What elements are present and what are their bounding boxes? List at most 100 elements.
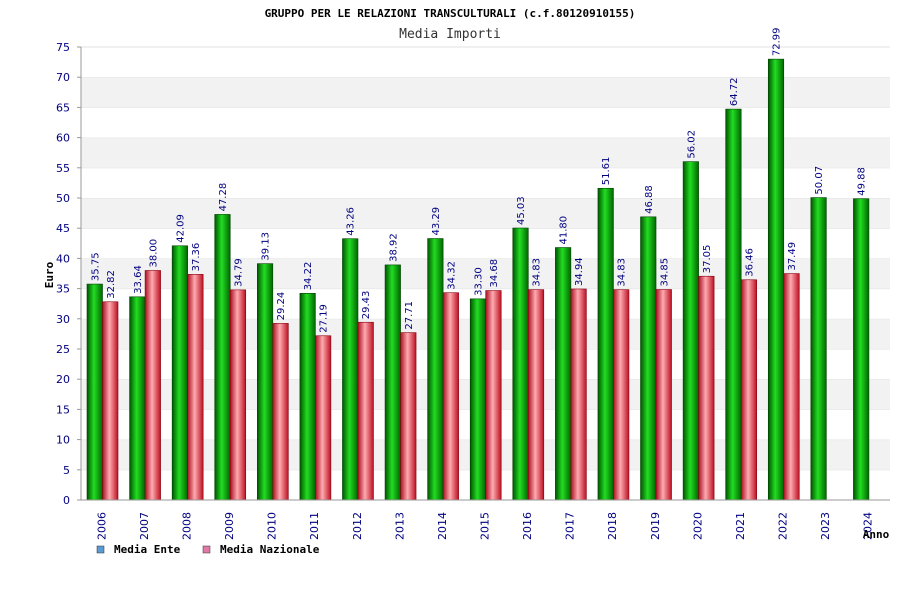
x-tick-label: 2018 [606,512,619,540]
x-tick-label: 2010 [266,512,279,540]
data-label-media-nazionale: 34.32 [446,261,457,290]
bar-media-nazionale [698,275,715,501]
x-tick-label: 2024 [862,512,875,540]
x-tick-label: 2021 [734,512,747,540]
y-tick-label: 20 [56,373,70,386]
data-label-media-ente: 43.26 [346,207,357,236]
data-label-media-ente: 41.80 [559,216,570,245]
data-label-media-nazionale: 37.49 [787,242,798,271]
legend-label-ente: Media Ente [114,543,181,556]
data-label-media-nazionale: 34.68 [489,259,500,288]
x-tick-label: 2015 [479,512,492,540]
data-label-media-ente: 47.28 [218,183,229,212]
bar-media-ente [640,216,657,501]
x-tick-label: 2009 [223,512,236,540]
data-label-media-ente: 43.29 [431,207,442,236]
bar-media-nazionale [400,332,417,501]
bar-media-ente [597,187,614,501]
data-label-media-nazionale: 38.00 [148,239,159,268]
x-tick-label: 2016 [521,512,534,540]
data-label-media-ente: 50.07 [814,166,825,195]
bar-media-nazionale [272,323,289,501]
x-tick-label: 2006 [95,512,108,540]
x-tick-label: 2007 [138,512,151,540]
bar-media-nazionale [740,279,757,501]
data-label-media-nazionale: 27.71 [404,301,415,330]
bar-media-nazionale [229,289,247,501]
bar-media-nazionale [570,288,587,501]
bar-media-nazionale [655,289,672,501]
data-label-media-ente: 46.88 [644,185,655,214]
bar-media-ente [257,263,274,501]
x-tick-label: 2020 [691,512,704,540]
bar-media-ente [555,247,572,501]
bar-media-nazionale [144,270,161,501]
grid-band [81,167,890,198]
data-label-media-ente: 56.02 [686,130,697,159]
legend-swatch-nazionale [202,545,211,554]
bar-media-ente [725,108,742,501]
data-label-media-ente: 33.30 [473,267,484,296]
bar-media-nazionale [315,335,332,501]
grid-band [81,47,890,78]
bar-media-nazionale [783,273,800,501]
data-label-media-nazionale: 32.82 [106,270,117,299]
x-axis-title: Anno [863,528,890,541]
bar-media-ente [342,238,359,501]
bar-media-nazionale [613,289,630,501]
x-tick-label: 2023 [819,512,832,540]
bars: 35.75 32.82 33.64 38.00 42.09 37.36 47.28 34.79… [86,27,870,501]
data-label-media-ente: 51.61 [601,157,612,186]
x-axis-ticks: 2006 2007 2008 2009 2010 2011 2012 2013 2014 2015… [95,512,874,540]
data-label-media-ente: 64.72 [729,77,740,106]
bar-media-ente [767,58,785,501]
y-tick-label: 30 [56,313,70,326]
data-label-media-nazionale: 37.05 [702,245,713,274]
bar-media-ente [129,296,146,501]
data-label-media-ente: 72.99 [772,27,783,56]
y-tick-label: 45 [56,222,70,235]
x-tick-label: 2014 [436,512,449,540]
data-label-media-ente: 39.13 [261,232,272,261]
y-tick-label: 50 [56,192,70,205]
bar-media-nazionale [357,321,374,501]
data-label-media-ente: 42.09 [175,214,186,243]
bar-media-ente [682,161,699,501]
y-tick-label: 60 [56,132,70,145]
data-label-media-nazionale: 37.36 [191,243,202,272]
bar-media-ente [299,293,316,501]
data-label-media-ente: 38.92 [388,233,399,262]
bar-media-nazionale [187,274,204,501]
data-label-media-nazionale: 36.46 [744,248,755,277]
data-label-media-ente: 33.64 [133,265,144,294]
bar-media-ente [171,245,188,501]
data-label-media-ente: 49.88 [857,167,868,196]
bar-media-ente [427,238,444,501]
y-tick-label: 40 [56,252,70,265]
x-tick-label: 2022 [777,512,790,540]
grid-band [81,77,890,108]
y-axis-ticks: 0 5 10 15 20 25 30 35 40 45 50 55 60 65 70 75 [56,41,81,507]
y-tick-label: 35 [56,283,70,296]
legend-swatch-ente [96,545,105,554]
x-tick-label: 2008 [180,512,193,540]
grid-band [81,107,890,138]
y-tick-label: 55 [56,162,70,175]
bar-media-nazionale [527,289,545,501]
bar-media-ente [810,197,827,501]
y-tick-label: 10 [56,434,70,447]
y-tick-label: 65 [56,101,70,114]
bar-media-ente [853,198,870,501]
chart-subtitle: Media Importi [399,27,501,42]
data-label-media-nazionale: 34.94 [574,257,585,286]
bar-media-nazionale [485,290,502,501]
y-axis-title: Euro [43,261,56,288]
data-label-media-nazionale: 29.24 [276,292,287,321]
bar-media-nazionale [102,301,119,501]
y-tick-label: 15 [56,403,70,416]
x-tick-label: 2012 [351,512,364,540]
bar-media-ente [214,214,231,501]
data-label-media-ente: 34.22 [303,262,314,291]
x-tick-label: 2013 [393,512,406,540]
data-label-media-nazionale: 29.43 [361,291,372,320]
